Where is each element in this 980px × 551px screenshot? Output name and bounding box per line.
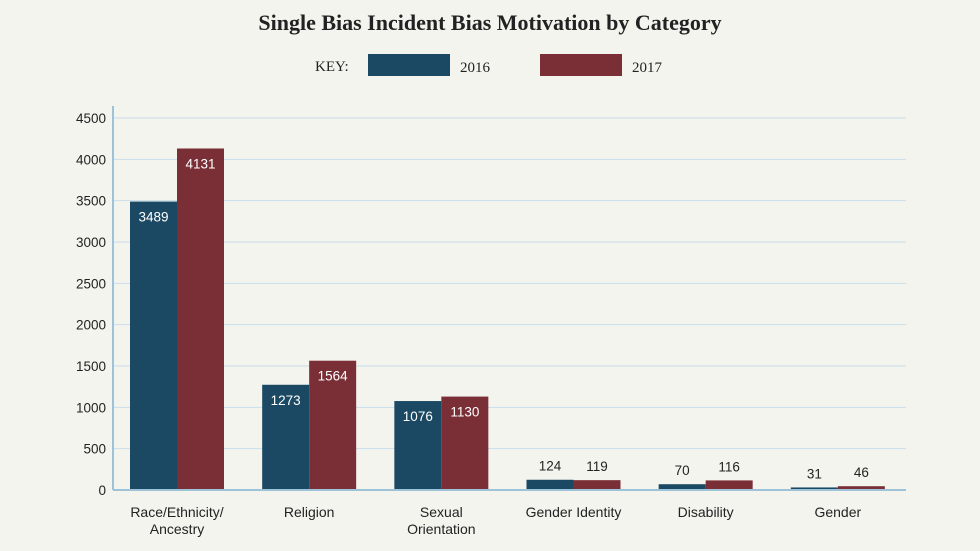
category-label: Gender Identity — [526, 504, 622, 520]
bar-2017 — [705, 480, 753, 490]
data-label-2016: 31 — [807, 466, 822, 481]
y-tick-label: 2000 — [76, 318, 106, 333]
bar-2017 — [441, 396, 489, 490]
y-tick-label: 3500 — [76, 194, 106, 209]
data-label-2016: 70 — [675, 463, 690, 478]
bar-2016 — [130, 201, 177, 491]
bar-2017 — [177, 148, 224, 490]
y-tick-label: 4500 — [76, 111, 106, 126]
y-tick-label: 1500 — [76, 359, 106, 374]
y-tick-label: 2500 — [76, 276, 106, 291]
category-label: Disability — [678, 504, 734, 520]
y-tick-label: 4000 — [76, 152, 106, 167]
y-tick-label: 500 — [83, 442, 106, 457]
chart-title: Single Bias Incident Bias Motivation by … — [258, 10, 721, 35]
bar-2016 — [790, 487, 838, 490]
data-label-2017: 119 — [586, 459, 608, 474]
bar-2016 — [526, 479, 574, 490]
data-label-2017: 116 — [718, 459, 740, 474]
legend-swatch-2017 — [540, 54, 622, 76]
bar-2017 — [309, 360, 357, 490]
legend-label-2017: 2017 — [632, 60, 663, 76]
category-label: Religion — [284, 504, 335, 520]
y-axis-ticks: 0 500 1000 1500 2000 2500 3000 3500 4000 4500 — [76, 111, 106, 498]
y-tick-label: 1000 — [76, 400, 106, 415]
category-label: Sexual Orientation — [407, 504, 475, 537]
bar-2016 — [262, 384, 310, 490]
gridlines — [113, 117, 906, 450]
y-tick-label: 3000 — [76, 235, 106, 250]
data-label-2016: 3489 — [138, 210, 168, 225]
data-label-2017: 4131 — [185, 157, 215, 172]
value-labels: 3489 4131 1273 1564 1076 1130 124 119 70 116 31 46 — [138, 157, 868, 482]
bar-2016 — [394, 401, 442, 490]
data-label-2017: 46 — [854, 465, 869, 480]
y-tick-label: 0 — [98, 483, 106, 498]
data-label-2017: 1130 — [450, 405, 479, 420]
bar-2017 — [573, 480, 621, 490]
data-label-2016: 1076 — [403, 409, 433, 424]
legend-swatch-2016 — [368, 54, 450, 76]
bar-2017 — [837, 486, 885, 490]
legend-key-label: KEY: — [315, 59, 349, 75]
legend: KEY: 2016 2017 — [315, 54, 663, 76]
category-label: Gender — [814, 504, 861, 520]
legend-label-2016: 2016 — [460, 60, 491, 76]
data-label-2016: 1273 — [271, 393, 301, 408]
bar-2016 — [658, 484, 706, 490]
category-labels: Race/Ethnicity/Ancestry Religion Sexual Ori… — [130, 504, 861, 537]
category-label: Race/Ethnicity/Ancestry — [130, 504, 223, 537]
data-label-2017: 1564 — [318, 369, 349, 384]
data-label-2016: 124 — [539, 459, 562, 474]
bars — [130, 148, 885, 491]
